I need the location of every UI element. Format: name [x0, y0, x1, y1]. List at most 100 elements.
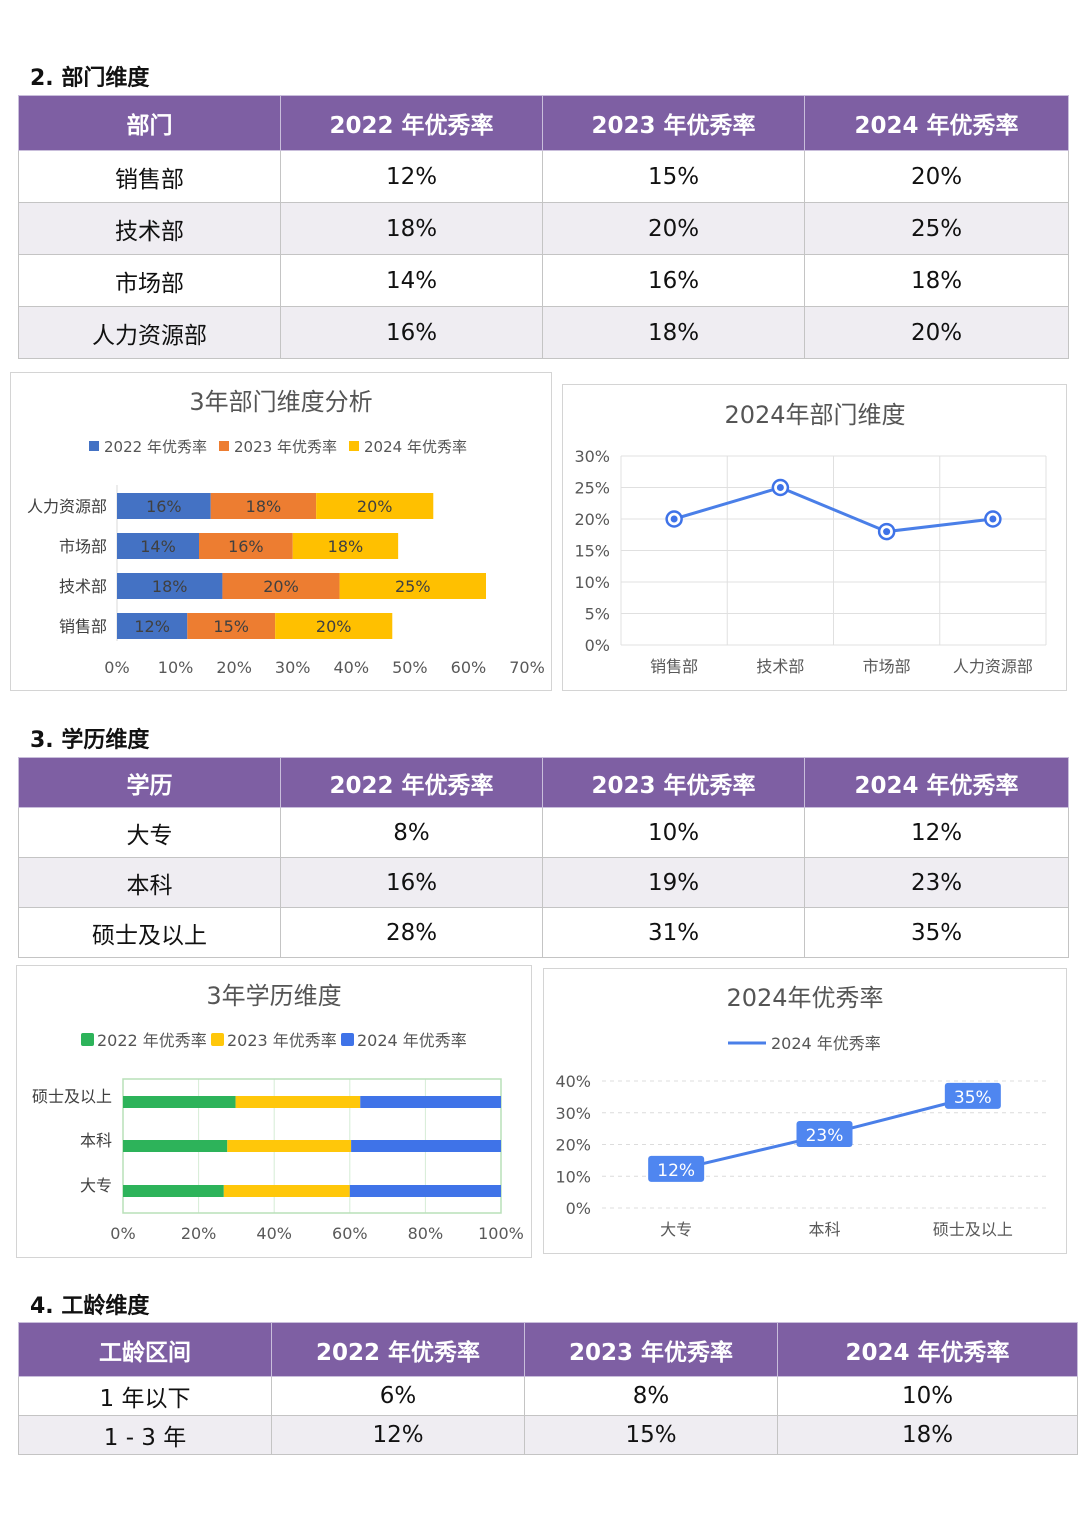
table-cell: 12%: [280, 150, 543, 203]
x-tick-label: 80%: [408, 1224, 444, 1243]
x-tick-label: 0%: [110, 1224, 135, 1243]
table-cell: 16%: [280, 306, 543, 359]
data-label: 25%: [395, 577, 431, 596]
bar-segment: [117, 533, 199, 559]
x-tick-label: 70%: [509, 658, 545, 677]
column-header: 2024 年优秀率: [777, 1322, 1078, 1377]
table-cell: 8%: [280, 807, 543, 858]
column-header: 2022 年优秀率: [271, 1322, 525, 1377]
x-tick-label: 10%: [158, 658, 194, 677]
table-cell: 10%: [777, 1376, 1078, 1416]
column-header: 学历: [18, 757, 281, 808]
table-cell: 12%: [271, 1415, 525, 1455]
table-cell: 19%: [542, 857, 805, 908]
table-cell: 8%: [524, 1376, 778, 1416]
x-tick-label: 硕士及以上: [933, 1220, 1013, 1239]
x-tick-label: 20%: [181, 1224, 217, 1243]
dept-line-chart: 2024年部门维度 0% 5% 10% 15% 20% 25% 30% 销售部 技术部 市场部 人力资…: [562, 384, 1067, 691]
data-label: 12%: [657, 1161, 695, 1181]
legend-swatch: [349, 441, 359, 451]
data-label: 18%: [246, 497, 282, 516]
y-tick-label: 15%: [574, 542, 610, 561]
column-header: 2022 年优秀率: [280, 757, 543, 808]
table-cell: 销售部: [18, 150, 281, 203]
legend-swatch: [89, 441, 99, 451]
legend-label: 2024 年优秀率: [771, 1034, 881, 1053]
table-header-row: 工龄区间 2022 年优秀率 2023 年优秀率 2024 年优秀率: [18, 1322, 1078, 1377]
table-cell: 1 - 3 年: [18, 1415, 272, 1455]
bar-segment: [117, 573, 223, 599]
y-tick-label: 30%: [555, 1104, 591, 1123]
data-point-center: [989, 515, 997, 523]
y-tick-label: 20%: [555, 1136, 591, 1155]
x-tick-label: 60%: [332, 1224, 368, 1243]
bar-segment: [275, 613, 393, 639]
x-tick-label: 技术部: [756, 657, 804, 676]
bar-segment: [223, 1185, 350, 1197]
data-label: 15%: [213, 617, 249, 636]
table-cell: 20%: [804, 150, 1069, 203]
x-tick-label: 100%: [478, 1224, 524, 1243]
data-label-box: [944, 1082, 1001, 1109]
table-row: 人力资源部 16% 18% 20%: [18, 306, 1069, 359]
category-label: 技术部: [59, 577, 107, 596]
table-cell: 18%: [804, 254, 1069, 307]
table-header-row: 部门 2022 年优秀率 2023 年优秀率 2024 年优秀率: [18, 95, 1069, 151]
chart-title: 3年部门维度分析: [189, 388, 372, 416]
table-row: 销售部 12% 15% 20%: [18, 150, 1069, 203]
section-heading-dept: 2. 部门维度: [30, 66, 150, 91]
legend-label: 2023 年优秀率: [234, 438, 337, 456]
y-tick-label: 40%: [555, 1072, 591, 1091]
bar-segment: [292, 533, 399, 559]
y-tick-label: 0%: [585, 636, 610, 655]
data-label: 23%: [806, 1126, 844, 1146]
y-tick-label: 30%: [574, 447, 610, 466]
data-label: 20%: [357, 497, 393, 516]
data-label-box: [796, 1120, 853, 1147]
legend-label: 2023 年优秀率: [227, 1031, 337, 1050]
y-tick-label: 0%: [566, 1199, 591, 1218]
dept-stacked-bar-chart: 3年部门维度分析 2022 年优秀率 2023 年优秀率 2024 年优秀率 0% 10%…: [10, 372, 552, 691]
table-cell: 31%: [542, 907, 805, 958]
bar-segment: [123, 1140, 228, 1152]
column-header: 2024 年优秀率: [804, 757, 1069, 808]
table-cell: 16%: [542, 254, 805, 307]
table-cell: 技术部: [18, 202, 281, 255]
dept-line-svg: 2024年部门维度 0% 5% 10% 15% 20% 25% 30% 销售部 技术部 市场部 人力资…: [574, 401, 1047, 676]
tenure-table: 工龄区间 2022 年优秀率 2023 年优秀率 2024 年优秀率 1 年以下 6% 8%…: [18, 1322, 1078, 1455]
data-label: 14%: [140, 537, 176, 556]
data-label: 16%: [228, 537, 264, 556]
table-cell: 14%: [280, 254, 543, 307]
x-tick-label: 20%: [216, 658, 252, 677]
x-tick-label: 30%: [275, 658, 311, 677]
x-tick-label: 40%: [334, 658, 370, 677]
legend-swatch: [211, 1033, 224, 1046]
table-cell: 35%: [804, 907, 1069, 958]
table-cell: 本科: [18, 857, 281, 908]
data-label: 20%: [263, 577, 299, 596]
table-cell: 大专: [18, 807, 281, 858]
category-label: 人力资源部: [27, 497, 107, 516]
data-label: 20%: [316, 617, 352, 636]
table-cell: 1 年以下: [18, 1376, 272, 1416]
table-cell: 25%: [804, 202, 1069, 255]
table-cell: 20%: [804, 306, 1069, 359]
edu-stacked-bar-svg: 3年学历维度 2022 年优秀率 2023 年优秀率 2024 年优秀率 0% 20% 40…: [32, 982, 524, 1243]
data-label-box: [648, 1155, 705, 1182]
bar-segment: [339, 573, 486, 599]
column-header: 2023 年优秀率: [542, 95, 805, 151]
table-cell: 人力资源部: [18, 306, 281, 359]
data-label: 35%: [954, 1088, 992, 1108]
chart-title: 3年学历维度: [206, 982, 341, 1010]
table-cell: 6%: [271, 1376, 525, 1416]
bar-segment: [351, 1140, 501, 1152]
y-tick-label: 5%: [585, 605, 610, 624]
bar-segment: [199, 533, 293, 559]
table-cell: 15%: [524, 1415, 778, 1455]
x-tick-label: 0%: [104, 658, 129, 677]
chart-title: 2024年部门维度: [724, 401, 905, 429]
data-point-center: [776, 484, 784, 491]
table-cell: 18%: [280, 202, 543, 255]
table-cell: 18%: [777, 1415, 1078, 1455]
bar-segment: [316, 493, 434, 519]
